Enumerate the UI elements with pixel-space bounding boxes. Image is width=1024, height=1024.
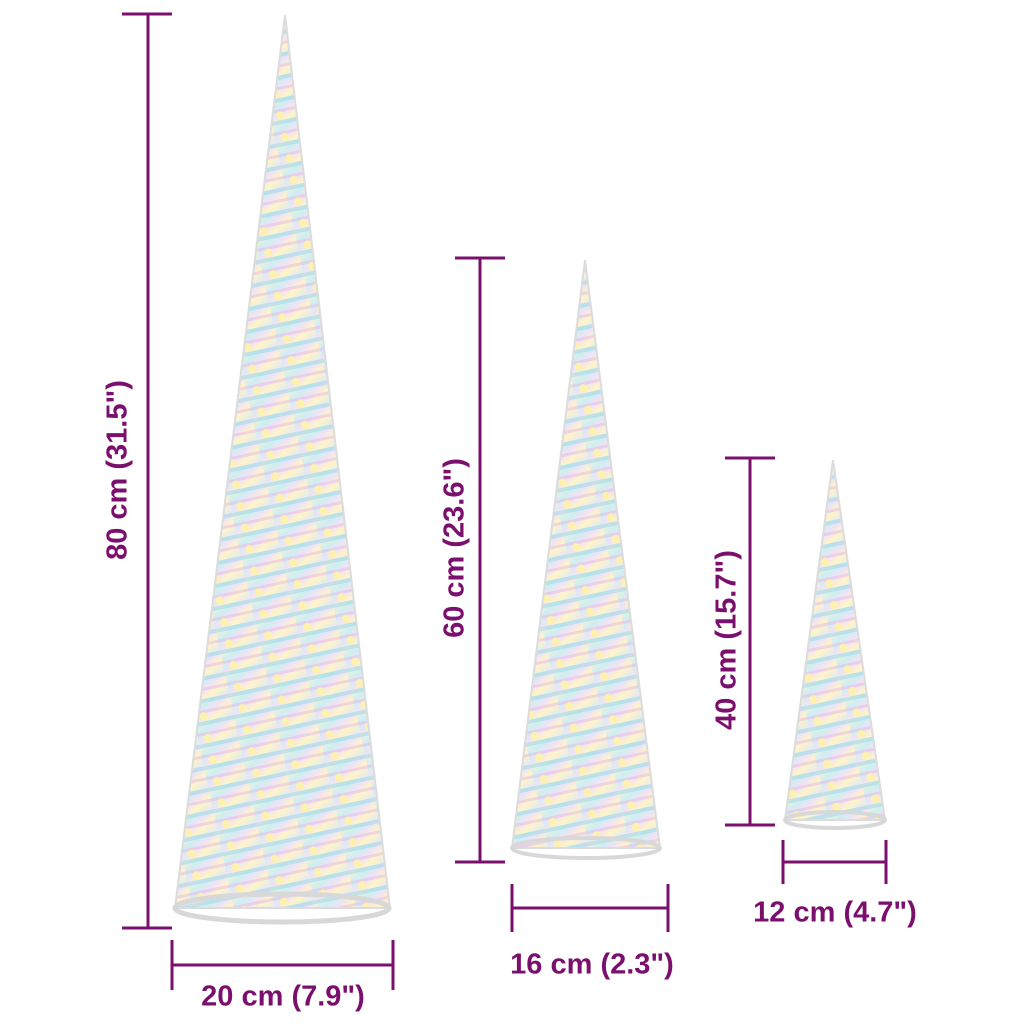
height-dimension-line-medium: [455, 256, 505, 864]
cone-tree-small: [783, 459, 887, 830]
width-label-large: 20 cm (7.9"): [201, 980, 365, 1013]
cone-tree-large: [172, 14, 392, 925]
height-label-small: 40 cm (15.7"): [710, 550, 743, 730]
cone-tree-medium: [510, 259, 662, 860]
width-label-medium: 16 cm (2.3"): [510, 948, 674, 981]
height-label-large: 80 cm (31.5"): [101, 380, 134, 560]
width-label-small: 12 cm (4.7"): [753, 896, 917, 929]
width-dimension-line-medium: [510, 884, 670, 932]
height-label-medium: 60 cm (23.6"): [438, 458, 471, 638]
width-dimension-line-small: [781, 840, 888, 884]
width-dimension-line-large: [170, 940, 395, 990]
height-dimension-line-small: [725, 456, 775, 827]
height-dimension-line-large: [122, 12, 172, 930]
